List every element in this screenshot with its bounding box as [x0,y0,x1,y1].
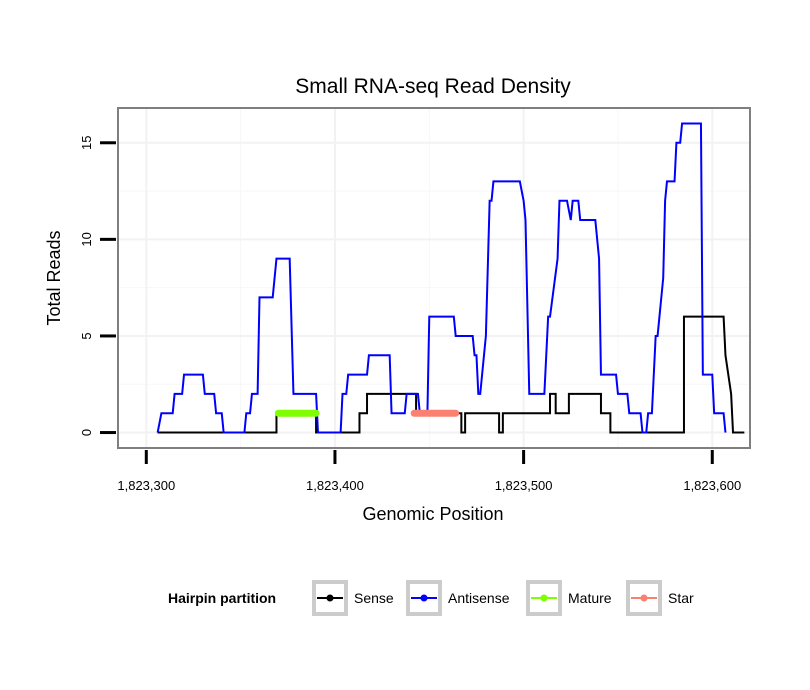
x-axis: 1,823,300 1,823,400 1,823,500 1,823,600 [117,450,741,493]
legend-key-point [326,594,334,602]
y-axis-title: Total Reads [44,230,64,325]
chart-title: Small RNA-seq Read Density [295,75,571,98]
plot-background [118,108,750,448]
legend-key-point [420,594,428,602]
legend-label: Sense [354,590,394,606]
legend-item-star: Star [626,580,694,616]
legend-item-mature: Mature [526,580,612,616]
legend-label: Antisense [448,590,510,606]
series-line-antisense [156,122,727,434]
legend-label: Mature [568,590,612,606]
series-line-sense [157,315,745,434]
x-tick-label: 1,823,300 [117,478,175,493]
series-layer [156,122,745,434]
y-tick-label: 5 [79,332,94,339]
y-tick-label: 0 [79,429,94,436]
plot-area [117,107,751,449]
y-tick-label: 10 [79,232,94,246]
legend-item-antisense: Antisense [406,580,510,616]
x-tick-label: 1,823,500 [495,478,553,493]
legend-label: Star [668,590,694,606]
x-axis-title: Genomic Position [362,504,503,524]
plot-border [117,107,751,449]
legend-items: Sense Antisense Mature Star [312,580,694,616]
y-tick-label: 15 [79,136,94,150]
x-tick-label: 1,823,400 [306,478,364,493]
legend-key-point [640,594,648,602]
legend-key-point [540,594,548,602]
y-axis: 0 5 10 15 [79,136,116,436]
legend-title: Hairpin partition [168,590,276,606]
legend-item-sense: Sense [312,580,394,616]
x-tick-label: 1,823,600 [683,478,741,493]
legend: Hairpin partition Sense Antisense Mature St… [168,580,694,616]
